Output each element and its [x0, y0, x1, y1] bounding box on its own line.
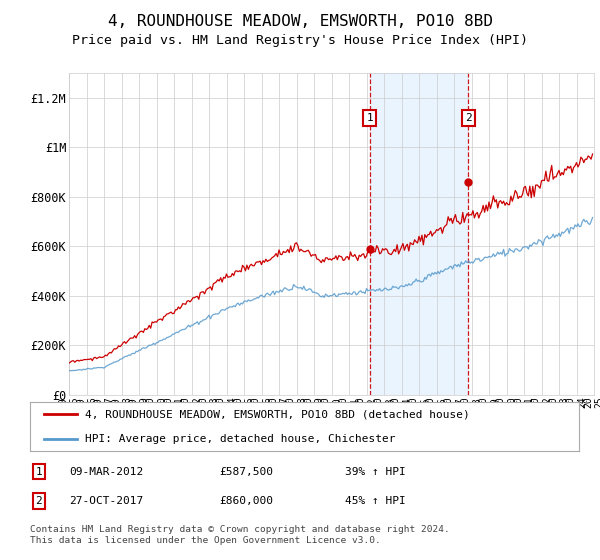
Text: 1: 1 [366, 113, 373, 123]
Text: 2: 2 [465, 113, 472, 123]
Text: £587,500: £587,500 [219, 466, 273, 477]
Bar [370, 73, 469, 395]
Text: HPI: Average price, detached house, Chichester: HPI: Average price, detached house, Chic… [85, 434, 395, 444]
Text: 2: 2 [35, 496, 43, 506]
Text: Price paid vs. HM Land Registry's House Price Index (HPI): Price paid vs. HM Land Registry's House … [72, 34, 528, 46]
Text: 4, ROUNDHOUSE MEADOW, EMSWORTH, PO10 8BD (detached house): 4, ROUNDHOUSE MEADOW, EMSWORTH, PO10 8BD… [85, 409, 470, 419]
Text: Contains HM Land Registry data © Crown copyright and database right 2024.
This d: Contains HM Land Registry data © Crown c… [30, 525, 450, 545]
Text: 1: 1 [35, 466, 43, 477]
Text: 4, ROUNDHOUSE MEADOW, EMSWORTH, PO10 8BD: 4, ROUNDHOUSE MEADOW, EMSWORTH, PO10 8BD [107, 14, 493, 29]
Text: 09-MAR-2012: 09-MAR-2012 [69, 466, 143, 477]
Text: 27-OCT-2017: 27-OCT-2017 [69, 496, 143, 506]
Text: 39% ↑ HPI: 39% ↑ HPI [345, 466, 406, 477]
Text: 45% ↑ HPI: 45% ↑ HPI [345, 496, 406, 506]
Text: £860,000: £860,000 [219, 496, 273, 506]
